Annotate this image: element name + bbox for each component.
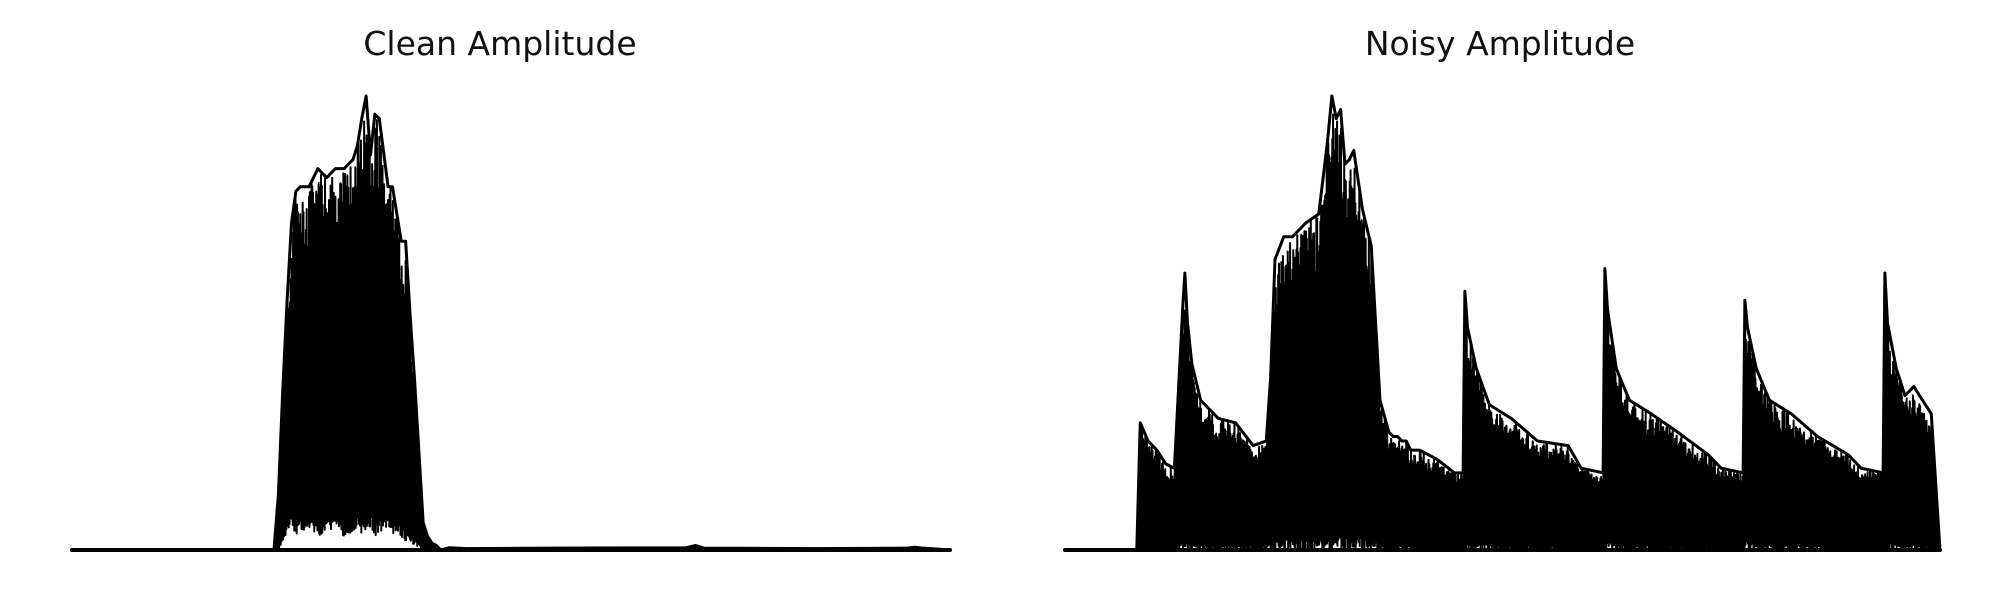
amplitude-envelope	[72, 94, 951, 552]
amplitude-trace	[1064, 113, 1941, 551]
clean-amplitude-plot	[70, 94, 952, 552]
chart-title: Clean Amplitude	[363, 24, 637, 63]
chart-title: Noisy Amplitude	[1364, 24, 1636, 63]
noisy-amplitude-plot	[1063, 94, 1942, 552]
amplitude-trace	[71, 119, 951, 551]
clean-amplitude-panel: Clean Amplitude	[70, 24, 952, 552]
noisy-amplitude-panel: Noisy Amplitude	[1000, 0, 2000, 600]
amplitude-envelope	[1065, 94, 1942, 552]
